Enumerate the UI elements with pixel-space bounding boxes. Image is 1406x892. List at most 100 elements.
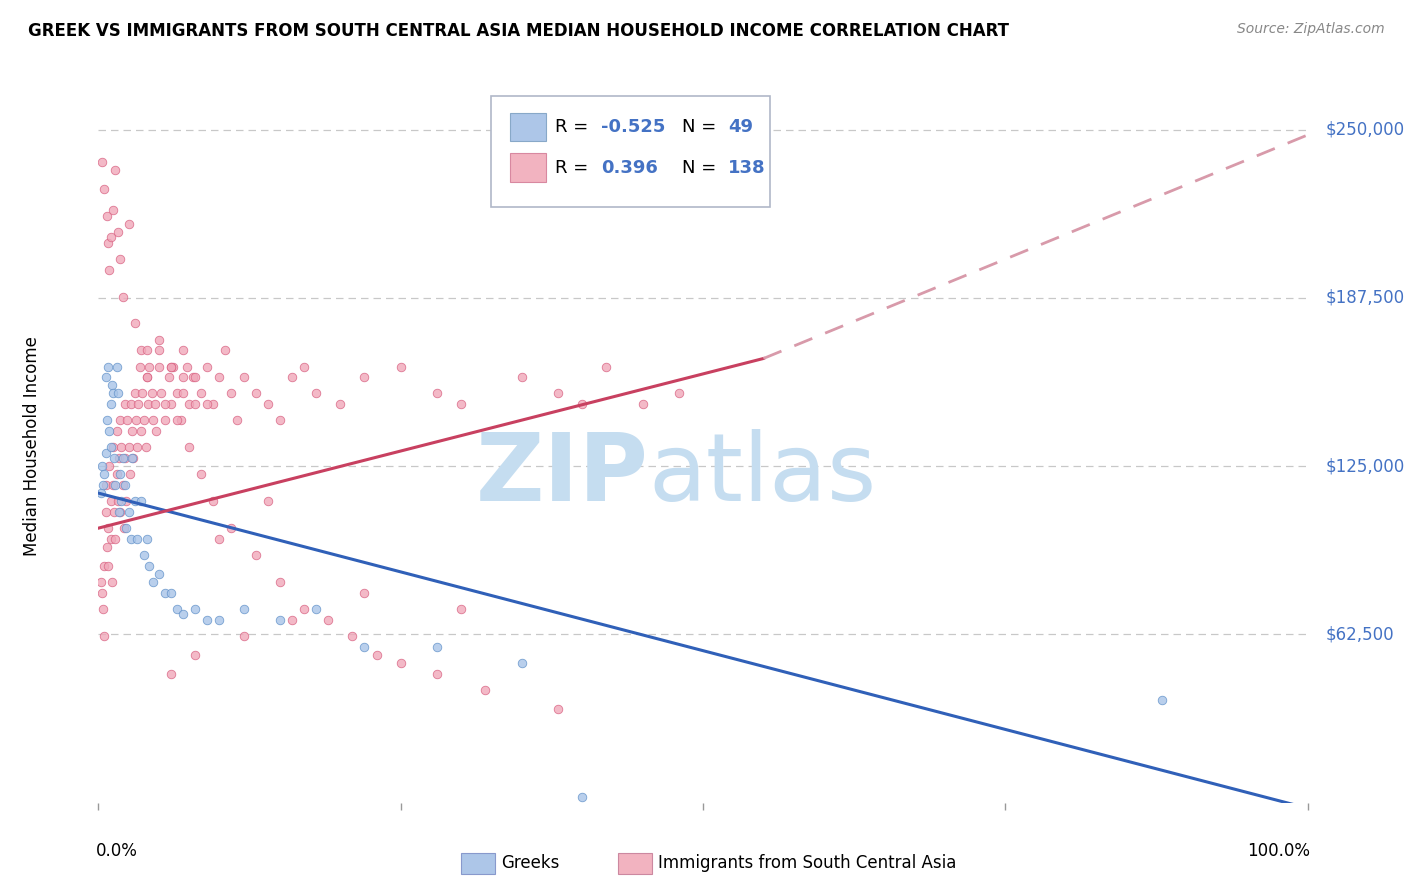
Point [104,163,127,178]
Text: Immigrants from South Central Asia: Immigrants from South Central Asia [658,855,956,872]
Point [190,386,212,401]
Point [90,574,112,589]
Point [269,413,291,427]
Point [93,558,115,573]
Point [316,613,339,627]
Point [97,359,120,374]
Point [128,359,150,374]
Point [97,521,120,535]
Point [145,424,167,438]
Point [111,478,134,492]
Point [91,586,114,600]
Point [153,586,176,600]
Point [142,413,165,427]
Point [108,505,131,519]
Bar [509,112,546,141]
Point [115,521,138,535]
Point [221,386,243,401]
Point [426,640,449,654]
Point [153,397,176,411]
Point [94,478,117,492]
Point [91,478,114,492]
Point [190,467,212,482]
Point [100,378,122,392]
Text: 0.0%: 0.0% [96,842,138,860]
Point [292,602,315,616]
Point [595,359,617,374]
Point [202,494,225,508]
Point [100,532,122,546]
Point [127,532,149,546]
Point [107,494,129,508]
Text: $250,000: $250,000 [1326,120,1405,138]
Text: 138: 138 [728,159,766,177]
Point [94,446,117,460]
Bar [619,853,652,874]
Point [91,155,114,169]
Point [100,574,122,589]
Point [135,343,157,358]
Point [148,343,170,358]
Point [121,451,143,466]
Point [450,602,472,616]
Point [101,386,124,401]
Point [195,397,218,411]
Text: R =: R = [555,159,595,177]
Point [245,548,267,562]
Point [172,386,194,401]
Point [450,397,472,411]
Point [120,532,142,546]
Point [90,486,112,500]
Point [131,386,153,401]
Point [141,386,163,401]
Point [181,370,204,384]
Point [129,494,152,508]
Point [143,397,166,411]
Point [114,451,136,466]
Point [172,607,194,622]
Point [104,532,127,546]
Point [214,343,236,358]
Point [122,451,145,466]
Point [305,602,328,616]
Point [124,386,146,401]
Point [114,397,136,411]
Point [292,359,315,374]
Point [105,424,128,438]
Text: Median Household Income: Median Household Income [22,336,41,556]
Point [93,467,115,482]
Point [98,262,121,277]
Point [668,386,690,401]
Point [135,532,157,546]
Point [195,359,218,374]
Text: atlas: atlas [648,428,877,521]
Bar [461,853,495,874]
Text: -0.525: -0.525 [602,118,666,136]
Point [281,613,304,627]
Point [256,397,278,411]
Point [135,370,157,384]
Text: $62,500: $62,500 [1326,625,1395,643]
Point [184,397,207,411]
Point [547,701,569,715]
Point [148,333,170,347]
Point [135,441,157,455]
Point [208,532,231,546]
Point [107,386,129,401]
Point [103,505,125,519]
Point [245,386,267,401]
Point [110,441,132,455]
Point [426,666,449,681]
Point [202,397,225,411]
Point [232,602,254,616]
Point [121,424,143,438]
Point [166,602,188,616]
Point [232,370,254,384]
Point [510,656,533,670]
Point [571,397,593,411]
Point [142,574,165,589]
Point [118,217,141,231]
Point [389,656,412,670]
Point [510,370,533,384]
Point [93,629,115,643]
